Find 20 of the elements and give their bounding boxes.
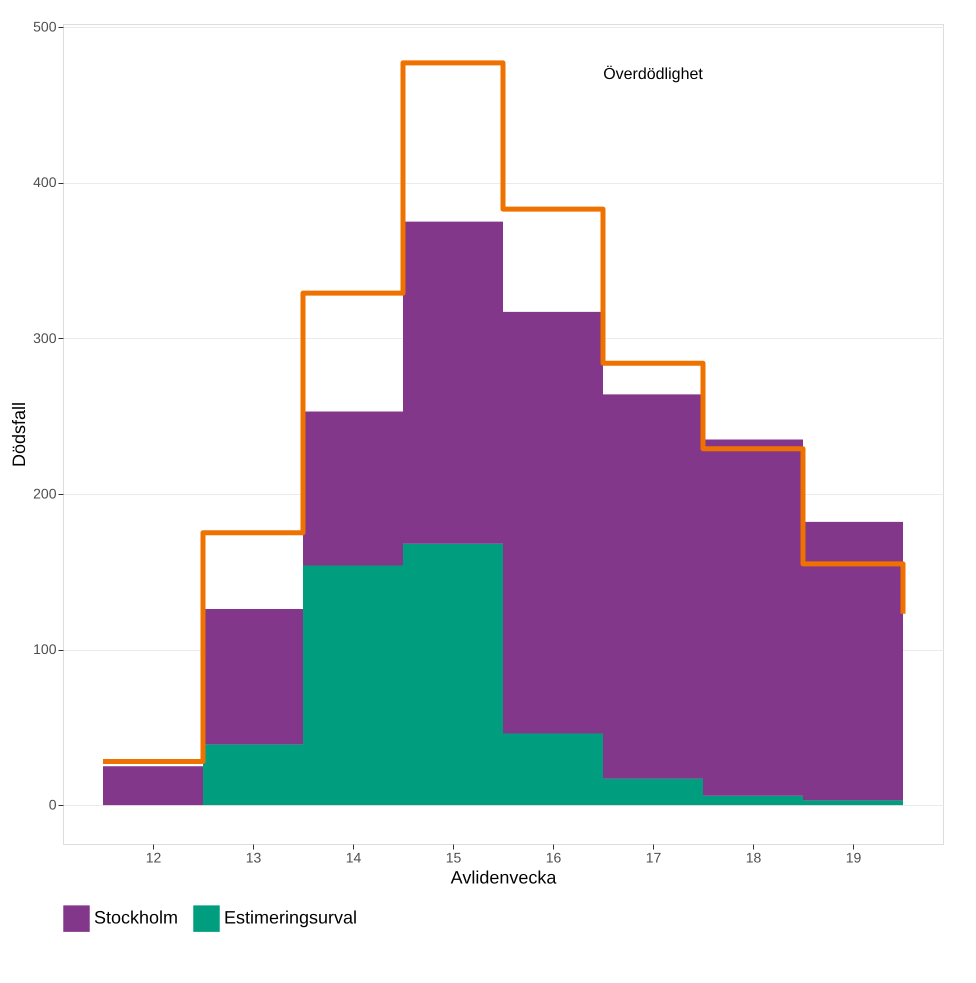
x-tick-label: 16 xyxy=(546,850,562,866)
y-tick-label: 0 xyxy=(48,796,57,813)
y-tick-label: 200 xyxy=(33,485,57,502)
y-axis-title: Dödsfall xyxy=(9,402,30,468)
x-tick-label: 17 xyxy=(646,850,662,866)
y-tick-label: 100 xyxy=(33,641,57,658)
x-tick-label: 12 xyxy=(146,850,162,866)
x-tick-label: 18 xyxy=(746,850,762,866)
y-tick-label: 300 xyxy=(33,330,57,346)
bar xyxy=(103,766,203,806)
x-tick-label: 13 xyxy=(246,850,262,866)
legend-label: Stockholm xyxy=(94,908,178,928)
x-tick-label: 15 xyxy=(446,850,462,866)
x-axis-title: Avlidenvecka xyxy=(450,868,558,888)
y-tick-label: 500 xyxy=(33,18,57,35)
y-tick-label: 400 xyxy=(33,174,57,190)
annotation: Överdödlighet xyxy=(603,65,704,83)
x-tick-label: 14 xyxy=(346,850,362,866)
legend-label: Estimeringsurval xyxy=(224,908,358,928)
x-tick-label: 19 xyxy=(846,850,862,866)
